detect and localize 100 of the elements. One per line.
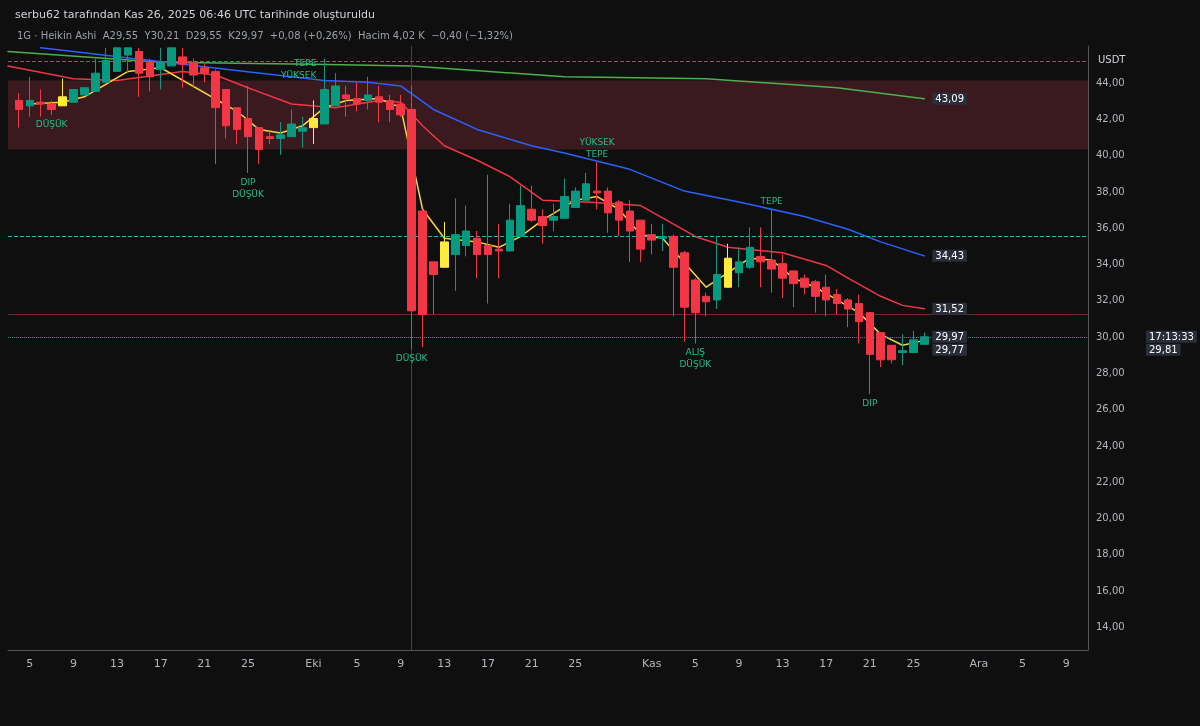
annotation: TEPE [584,149,609,160]
y-tick-label: 32,00 [1096,294,1125,306]
candlestick [593,161,601,210]
y-tick-label: 36,00 [1096,221,1125,233]
candlestick [266,130,274,145]
candlestick [691,277,700,344]
y-tick-label: 24,00 [1096,439,1125,451]
candlestick [91,58,100,92]
candlestick [375,85,383,123]
candlestick [211,69,220,165]
candlestick [549,203,558,232]
candlestick [811,279,820,314]
candlestick [124,47,132,74]
candlestick [473,230,481,279]
candlestick [353,81,361,112]
candlestick [833,288,841,315]
candlestick [58,78,67,107]
annotation: DIP [240,176,257,187]
candlestick [484,174,492,305]
candlestick [222,89,230,139]
annotation: ALIŞ [685,347,706,358]
candlestick [26,76,34,118]
candlestick [287,108,296,138]
candlestick [309,99,318,145]
candlestick [418,208,427,348]
candlestick [298,116,307,149]
candlestick [69,89,78,103]
candlestick [516,185,525,237]
candlestick [647,223,656,256]
annotation: 31,52 [935,303,964,315]
candlestick [800,274,809,295]
candlestick [527,185,536,223]
candlestick [887,344,896,364]
candlestick [680,250,689,343]
x-tick-label: 25 [241,657,255,670]
candlestick [713,235,721,310]
x-tick-label: 9 [69,657,77,670]
candlestick [658,223,667,252]
candlestick [844,297,852,328]
x-tick-label: 9 [397,657,405,670]
y-tick-label: 30,00 [1096,330,1125,342]
text: 17:13:33 [1149,331,1194,343]
candlestick [156,47,165,91]
candlestick [756,226,765,288]
annotation: 34,43 [935,250,964,262]
candlestick [320,58,329,125]
candlestick [386,94,394,123]
candlestick [702,292,710,317]
x-tick-label: 21 [862,657,877,670]
candlestick [506,203,514,252]
x-tick-label: 5 [26,657,34,670]
candlestick [80,87,89,96]
y-tick-label: 38,00 [1096,185,1125,197]
candlestick [429,261,438,315]
candlestick [276,121,285,156]
candlestick [462,205,470,257]
x-tick-label: 21 [524,657,539,670]
line-series [7,50,926,100]
x-tick-label: 9 [735,657,743,670]
x-tick-label: 17 [153,657,168,670]
candlestick [331,72,340,107]
candlestick [898,333,907,366]
candlestick [15,92,23,129]
candlestick [789,270,798,308]
candlestick [538,208,547,245]
candlestick [495,223,503,279]
candlestick [909,330,918,354]
annotation: DÜŞÜK [232,188,265,199]
y-tick-label: 16,00 [1096,584,1125,596]
annotation: YÜKSEK [578,137,616,148]
x-tick-label: 5 [691,657,699,670]
x-tick-label: Eki [305,657,322,670]
y-tick-label: 40,00 [1096,149,1125,161]
annotation: 29,77 [935,344,964,356]
x-tick-label: 9 [1062,657,1070,670]
y-tick-label: 14,00 [1096,620,1125,632]
text: 29,81 [1149,344,1178,356]
x-tick-label: 17 [481,657,495,670]
candlestick [636,219,645,263]
candlestick [615,199,623,237]
y-axis-title: USDT [1098,53,1127,65]
candlestick [866,312,874,395]
candlestick [626,199,634,263]
candlestick [735,246,743,288]
chart-title: serbu62 tarafından Kas 26, 2025 06:46 UTC tarihinde oluşturuldu [15,8,376,21]
candlestick [396,94,405,118]
x-tick-label: Ara [969,657,989,670]
candlestick [876,332,885,368]
y-tick-label: 18,00 [1096,548,1125,560]
candlestick [855,293,863,344]
candlestick [47,99,56,116]
candlestick [440,221,449,268]
annotation: DIP [862,398,878,409]
x-tick-label: 13 [775,657,790,670]
x-tick-label: 17 [819,657,834,670]
candlestick [36,89,45,118]
candlestick [746,226,754,270]
candlestick [113,47,121,72]
annotation: TEPE [759,196,784,207]
candlestick [233,107,241,145]
